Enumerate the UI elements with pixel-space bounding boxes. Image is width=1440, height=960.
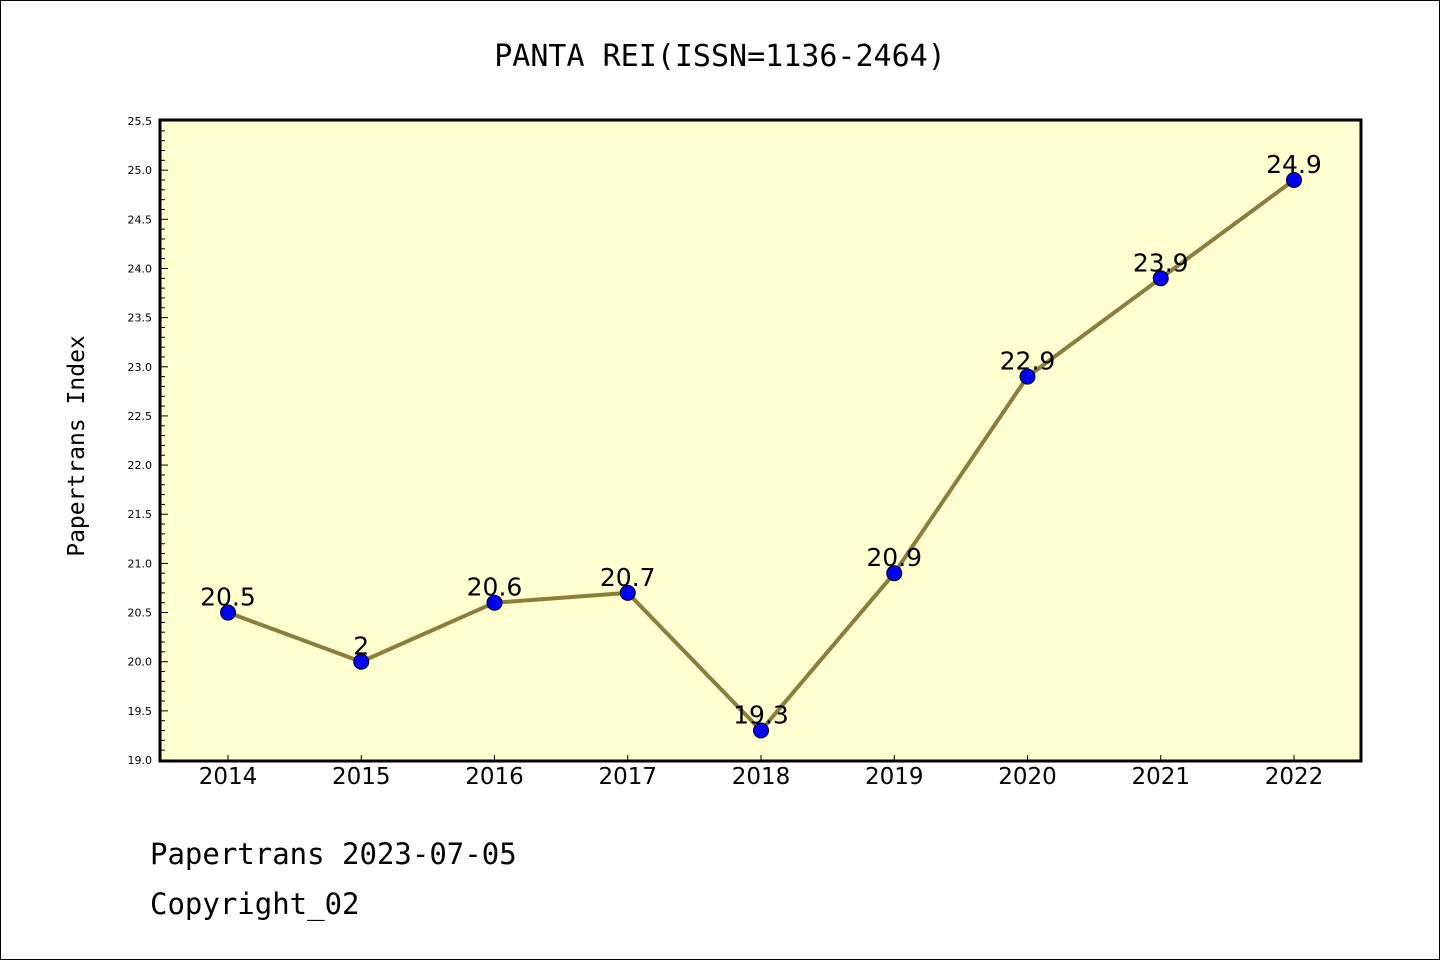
data-point <box>486 594 503 611</box>
x-tick-label: 2018 <box>732 764 791 790</box>
data-label: 20.7 <box>600 563 656 592</box>
data-label: 20.6 <box>467 573 523 602</box>
data-point <box>753 722 769 739</box>
y-tick-label: 20.0 <box>128 656 153 669</box>
plot-area <box>158 118 1363 763</box>
y-tick-label: 22.5 <box>128 410 153 423</box>
data-label: 24.9 <box>1266 150 1322 179</box>
x-tick-label: 2022 <box>1265 764 1324 790</box>
x-axis-ticks: 2014 2015 2016 2017 2018 2019 2020 2021 2022 <box>199 755 1324 790</box>
x-tick-label: 2014 <box>199 764 258 790</box>
y-tick-label: 24.0 <box>128 262 153 275</box>
y-axis-label: Papertrans Index <box>64 335 90 557</box>
y-tick-label: 19.5 <box>128 705 153 718</box>
y-tick-label: 24.5 <box>128 213 153 226</box>
y-tick-label: 20.5 <box>128 607 153 620</box>
x-tick-label: 2019 <box>865 764 924 790</box>
y-tick-label: 25.5 <box>128 115 153 128</box>
data-label: 23.9 <box>1133 248 1189 277</box>
data-point <box>619 584 636 601</box>
data-point <box>1019 368 1036 385</box>
data-label: 20.9 <box>866 543 922 572</box>
y-tick-label: 23.5 <box>128 312 153 325</box>
y-tick-label: 21.5 <box>128 508 153 521</box>
data-point <box>220 604 236 621</box>
data-label: 19.3 <box>733 701 789 730</box>
footer-copyright: Copyright_02 <box>150 887 360 922</box>
footer-date: Papertrans 2023-07-05 <box>150 837 517 871</box>
data-point <box>886 565 903 582</box>
y-axis-ticks: 19.0 19.5 20.0 20.5 21.0 21.5 22.0 22.5 23.0 23.5… <box>128 115 168 767</box>
data-label: 22.9 <box>1000 347 1056 376</box>
y-tick-label: 25.0 <box>128 164 153 177</box>
x-tick-label: 2017 <box>598 764 657 790</box>
data-point <box>353 653 370 670</box>
x-tick-label: 2016 <box>465 764 524 790</box>
y-tick-label: 19.0 <box>128 754 153 767</box>
x-tick-label: 2020 <box>998 764 1057 790</box>
data-label: 2 <box>353 632 369 661</box>
series-layer: 20.5 2 20.6 20.7 19.3 20.9 22.9 23.9 24.9 <box>200 150 1322 739</box>
y-tick-label: 21.0 <box>128 557 153 570</box>
x-tick-label: 2021 <box>1131 764 1190 790</box>
x-tick-label: 2015 <box>332 764 391 790</box>
data-point <box>1286 171 1302 188</box>
data-label: 20.5 <box>200 583 256 612</box>
data-point <box>1152 270 1169 287</box>
y-tick-label: 23.0 <box>128 361 153 374</box>
y-tick-label: 22.0 <box>128 459 153 472</box>
chart-title: PANTA REI(ISSN=1136-2464) <box>494 39 946 74</box>
